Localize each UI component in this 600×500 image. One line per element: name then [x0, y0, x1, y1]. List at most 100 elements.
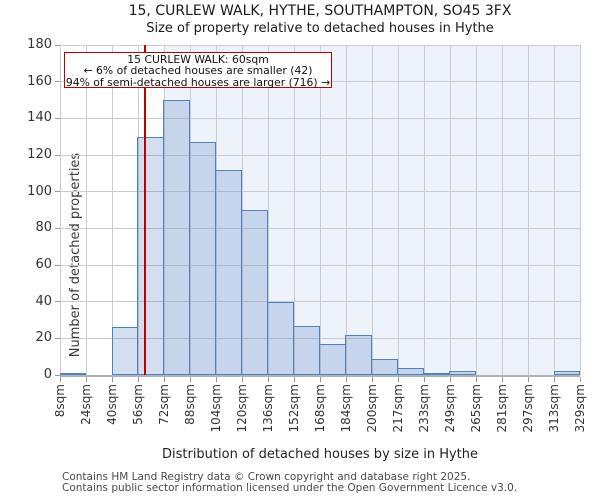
plot-area: Number of detached properties 8sqm 24sqm 4…	[27, 37, 587, 432]
y-tick-label: 160	[27, 73, 52, 89]
histogram-bar	[240, 210, 268, 375]
gridline-vertical	[475, 45, 477, 375]
gridline-vertical	[267, 45, 269, 375]
x-tick-mark	[579, 377, 581, 382]
histogram-bar	[344, 334, 372, 375]
gridline-vertical	[85, 45, 87, 375]
gridline-vertical	[189, 45, 191, 375]
annotation-line-1: 15 CURLEW WALK: 60sqm	[127, 53, 269, 66]
annotation-line-2: ← 6% of detached houses are smaller (42)	[83, 64, 313, 78]
gridline-vertical	[137, 45, 139, 375]
gridline-vertical	[293, 45, 295, 375]
histogram-bar	[162, 100, 190, 375]
histogram-bar	[292, 325, 320, 375]
y-tick-label: 120	[27, 147, 52, 162]
y-tick-label: 40	[35, 293, 52, 309]
histogram-bar	[396, 367, 424, 375]
subject-size-marker-line	[143, 45, 146, 375]
x-tick-mark	[85, 377, 87, 382]
histogram-bar	[112, 327, 138, 375]
gridline-horizontal	[60, 264, 580, 266]
gridline-horizontal	[60, 191, 580, 193]
y-tick-label: 140	[27, 110, 52, 126]
gridline-horizontal	[60, 154, 580, 156]
chart-subtitle: Size of property relative to detached ho…	[146, 21, 494, 36]
x-tick-mark	[501, 377, 503, 382]
y-tick-label: 80	[35, 220, 52, 236]
x-tick-mark	[397, 377, 399, 382]
footer-attribution-line1: Contains HM Land Registry data © Crown c…	[62, 471, 471, 483]
x-tick-label: 313sqm	[547, 384, 561, 433]
gridline-vertical	[345, 45, 347, 375]
histogram-bar	[266, 301, 294, 375]
y-tick-mark	[55, 44, 60, 46]
x-tick-mark	[267, 377, 269, 382]
y-axis-label: Number of detached properties	[68, 152, 83, 358]
x-tick-mark	[423, 377, 425, 382]
x-tick-label: 40sqm	[105, 384, 119, 425]
y-tick-mark	[55, 81, 60, 83]
x-tick-label: 233sqm	[417, 384, 431, 433]
gridline-horizontal	[60, 301, 580, 303]
x-tick-label: 120sqm	[235, 384, 249, 433]
x-tick-label: 297sqm	[521, 384, 535, 433]
x-tick-label: 136sqm	[261, 384, 275, 433]
y-tick-mark	[55, 154, 60, 156]
histogram-bar	[318, 343, 346, 375]
y-tick-label: 0	[43, 367, 52, 382]
y-tick-label: 180	[27, 37, 52, 52]
annotation-box: 15 CURLEW WALK: 60sqm ← 6% of detached h…	[64, 52, 332, 88]
histogram-bar	[370, 358, 398, 375]
x-tick-label: 72sqm	[157, 384, 171, 425]
y-tick-mark	[55, 227, 60, 229]
x-tick-label: 104sqm	[209, 384, 223, 433]
histogram-bar	[60, 373, 86, 376]
gridline-vertical	[423, 45, 425, 375]
y-tick-label: 100	[27, 183, 52, 199]
gridline-vertical	[553, 45, 555, 375]
x-tick-mark	[553, 377, 555, 382]
x-tick-mark	[319, 377, 321, 382]
x-tick-label: 8sqm	[53, 384, 67, 418]
histogram-bar	[214, 169, 242, 375]
y-tick-mark	[55, 191, 60, 193]
x-tick-label: 200sqm	[365, 384, 379, 433]
x-axis-label: Distribution of detached houses by size …	[161, 447, 479, 462]
x-tick-mark	[345, 377, 347, 382]
gridline-vertical	[527, 45, 529, 375]
x-tick-label: 56sqm	[131, 384, 145, 425]
histogram-bar	[136, 136, 164, 375]
x-tick-mark	[137, 377, 139, 382]
y-tick-mark	[55, 337, 60, 339]
gridline-horizontal	[60, 117, 580, 119]
x-tick-label: 217sqm	[391, 384, 405, 433]
x-tick-mark	[163, 377, 165, 382]
histogram-bar	[448, 371, 476, 375]
y-tick-label: 60	[35, 257, 52, 272]
y-tick-label: 20	[35, 330, 52, 346]
x-tick-label: 168sqm	[313, 384, 327, 433]
gridline-vertical	[111, 45, 113, 375]
gridline-horizontal	[60, 227, 580, 229]
histogram-bar	[422, 373, 450, 376]
x-tick-mark	[59, 377, 61, 382]
x-tick-label: 24sqm	[79, 384, 93, 425]
x-tick-label: 329sqm	[573, 384, 587, 433]
x-tick-label: 249sqm	[443, 384, 457, 433]
annotation-line-3: 94% of semi-detached houses are larger (…	[65, 75, 331, 89]
x-tick-label: 265sqm	[469, 384, 483, 433]
x-tick-mark	[527, 377, 529, 382]
gridline-vertical	[501, 45, 503, 375]
x-tick-mark	[189, 377, 191, 382]
x-tick-label: 88sqm	[183, 384, 197, 425]
y-tick-mark	[55, 374, 60, 376]
footer-attribution-line2: Contains public sector information licen…	[62, 482, 518, 494]
y-tick-mark	[55, 264, 60, 266]
x-tick-label: 281sqm	[495, 384, 509, 433]
x-tick-mark	[371, 377, 373, 382]
x-tick-label: 152sqm	[287, 384, 301, 433]
gridline-vertical	[397, 45, 399, 375]
gridline-vertical	[319, 45, 321, 375]
histogram-bar	[554, 371, 580, 375]
